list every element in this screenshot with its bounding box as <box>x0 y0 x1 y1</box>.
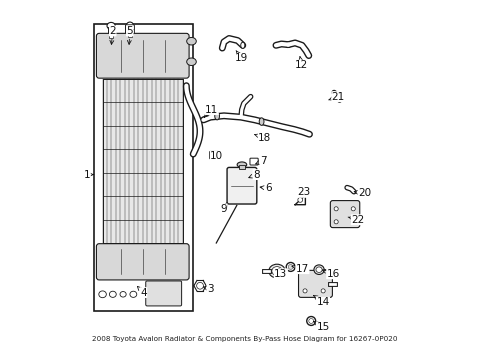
Ellipse shape <box>288 265 292 269</box>
Text: 12: 12 <box>295 57 308 70</box>
Circle shape <box>333 207 338 211</box>
Text: 10: 10 <box>210 151 223 161</box>
Ellipse shape <box>271 267 282 275</box>
Text: 13: 13 <box>274 268 287 279</box>
Text: 9: 9 <box>220 203 227 214</box>
Text: 4: 4 <box>137 287 146 298</box>
Bar <box>128 32 131 37</box>
Bar <box>102 79 183 243</box>
Text: 1: 1 <box>83 170 93 180</box>
Text: 21: 21 <box>328 92 344 102</box>
Bar <box>238 165 245 169</box>
Ellipse shape <box>308 319 313 323</box>
Text: 20: 20 <box>353 188 370 198</box>
FancyBboxPatch shape <box>96 244 189 280</box>
Ellipse shape <box>186 58 196 66</box>
Ellipse shape <box>99 291 106 298</box>
Text: 2: 2 <box>109 26 116 44</box>
Text: 14: 14 <box>313 295 329 307</box>
Text: 3: 3 <box>203 284 213 294</box>
Ellipse shape <box>237 162 246 167</box>
Circle shape <box>303 289 306 293</box>
Bar <box>94 24 193 311</box>
Text: 18: 18 <box>254 133 271 143</box>
Ellipse shape <box>315 267 322 273</box>
Bar <box>108 27 114 33</box>
Bar <box>109 33 113 38</box>
FancyBboxPatch shape <box>330 201 359 228</box>
Circle shape <box>350 207 355 211</box>
Text: 6: 6 <box>260 183 271 193</box>
FancyBboxPatch shape <box>145 281 181 306</box>
Ellipse shape <box>313 265 324 274</box>
Ellipse shape <box>109 291 116 297</box>
Ellipse shape <box>126 22 133 28</box>
Circle shape <box>196 282 203 289</box>
FancyBboxPatch shape <box>96 33 189 78</box>
Ellipse shape <box>214 112 219 120</box>
Ellipse shape <box>306 316 315 325</box>
Ellipse shape <box>285 262 295 271</box>
Ellipse shape <box>130 291 137 297</box>
FancyBboxPatch shape <box>249 158 258 165</box>
FancyBboxPatch shape <box>226 167 256 204</box>
Ellipse shape <box>240 42 244 48</box>
Text: 23: 23 <box>297 188 310 197</box>
FancyBboxPatch shape <box>298 270 332 297</box>
Ellipse shape <box>140 292 146 297</box>
Text: 2008 Toyota Avalon Radiator & Components By-Pass Hose Diagram for 16267-0P020: 2008 Toyota Avalon Radiator & Components… <box>92 336 396 342</box>
Text: 19: 19 <box>234 51 248 63</box>
Circle shape <box>297 198 302 202</box>
Text: 11: 11 <box>204 105 218 117</box>
FancyBboxPatch shape <box>125 25 134 34</box>
Ellipse shape <box>107 22 115 29</box>
Ellipse shape <box>268 264 285 278</box>
Circle shape <box>321 289 325 293</box>
Text: 5: 5 <box>126 26 133 44</box>
Circle shape <box>333 220 338 224</box>
Text: 15: 15 <box>313 321 329 332</box>
Text: 16: 16 <box>322 269 339 279</box>
Ellipse shape <box>120 292 126 297</box>
Text: 7: 7 <box>255 156 266 166</box>
Ellipse shape <box>259 118 264 125</box>
Text: 8: 8 <box>248 170 259 180</box>
Circle shape <box>350 220 355 224</box>
Text: 17: 17 <box>291 264 308 274</box>
FancyBboxPatch shape <box>209 151 218 159</box>
Ellipse shape <box>186 37 196 45</box>
Text: 22: 22 <box>347 215 364 225</box>
